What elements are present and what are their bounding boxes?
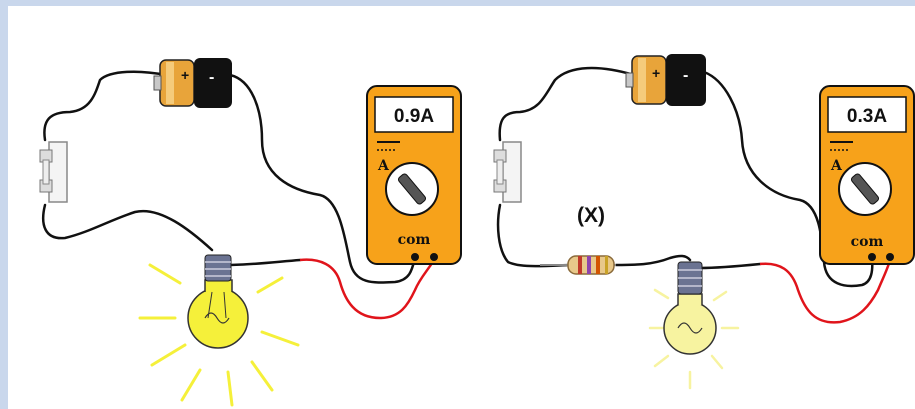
circuit-1-battery-minus: - — [209, 69, 214, 86]
circuit-2-resistor — [540, 255, 616, 275]
frame-left-border — [0, 0, 8, 409]
circuit-1-meter-a-jack — [430, 253, 438, 261]
circuit-2-ammeter: 0.3A A com — [819, 85, 915, 265]
circuit-1-battery-plus: + — [181, 67, 189, 83]
circuit-1-wires — [41, 70, 417, 284]
circuit-1-meter-reading: 0.9A — [394, 106, 434, 127]
circuit-1-switch — [39, 141, 68, 203]
circuit-2-meter-unit: A — [830, 158, 843, 174]
resistor-x-label: (X) — [577, 204, 605, 227]
circuit-2-bulb — [663, 261, 717, 355]
circuit-2-meter-terminal-label: com — [851, 234, 884, 250]
circuit-2-battery-plus: + — [652, 65, 660, 81]
circuit-1-battery: + - — [153, 58, 232, 108]
circuit-1-meter-com-jack — [411, 253, 419, 261]
frame-top-border — [0, 0, 915, 6]
circuit-1: + - 0.9 — [39, 58, 462, 407]
circuit-1-bulb — [187, 254, 249, 349]
circuit-1-meter-terminal-label: com — [398, 232, 431, 248]
circuit-2-meter-com-jack — [868, 253, 876, 261]
circuit-2-wires — [496, 66, 874, 288]
circuit-2-battery: + - — [625, 54, 706, 106]
circuit-1-light-rays — [138, 263, 300, 407]
circuit-1-ammeter: 0.9A A com — [366, 85, 462, 265]
circuit-2-meter-a-jack — [886, 253, 894, 261]
circuit-1-red-probe-wire — [299, 258, 436, 320]
circuit-2: + - (X) — [493, 54, 915, 390]
circuit-2-switch — [493, 141, 522, 203]
circuit-2-light-rays — [648, 288, 740, 390]
circuit-2-red-probe-wire — [759, 259, 892, 324]
circuit-1-meter-unit: A — [377, 158, 390, 174]
circuit-2-meter-reading: 0.3A — [847, 106, 887, 127]
circuit-2-battery-minus: - — [683, 67, 688, 84]
